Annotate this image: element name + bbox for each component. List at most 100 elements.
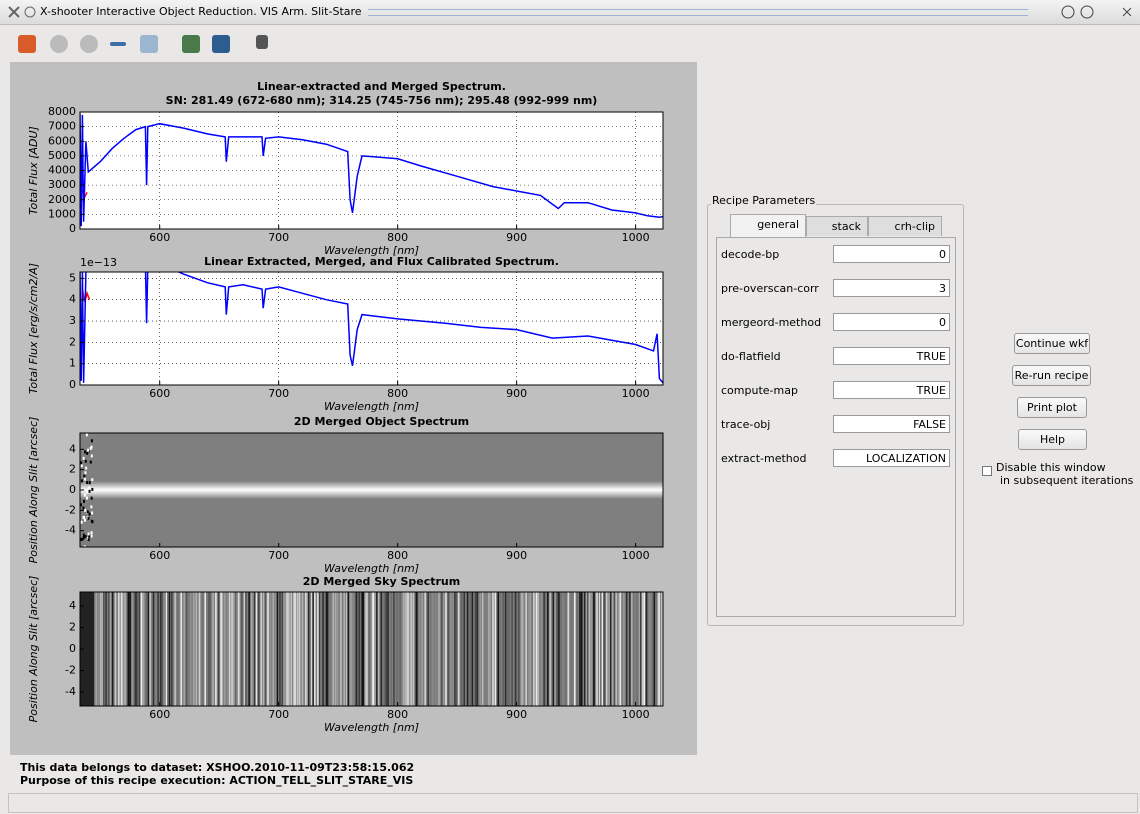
image-stripe — [141, 592, 143, 706]
image-stripe — [343, 592, 345, 706]
image-stripe — [541, 592, 543, 706]
image-stripe — [505, 592, 507, 706]
image-noise — [89, 490, 91, 493]
image-stripe — [359, 592, 361, 706]
image-stripe — [482, 592, 484, 706]
image-stripe — [560, 592, 562, 706]
y-tick-label: 4 — [69, 293, 76, 306]
x-tick-label: 700 — [268, 549, 289, 562]
param-value[interactable]: LOCALIZATION — [833, 449, 950, 467]
image-stripe — [593, 592, 595, 706]
image-noise — [83, 500, 85, 503]
image-stripe — [282, 592, 284, 706]
image-stripe — [497, 592, 499, 706]
image-noise — [84, 535, 86, 538]
image-stripe — [381, 592, 383, 706]
image-stripe — [549, 592, 551, 706]
image-stripe — [476, 592, 478, 706]
checkbox[interactable] — [982, 466, 992, 476]
param-value[interactable]: 3 — [833, 279, 950, 297]
image-stripe — [149, 592, 151, 706]
image-stripe — [312, 592, 314, 706]
image-stripe — [445, 592, 447, 706]
image-stripe — [103, 592, 105, 706]
image-stripe — [305, 592, 307, 706]
image-stripe — [233, 592, 235, 706]
image-stripe — [148, 592, 150, 706]
footer-purpose: Purpose of this recipe execution: ACTION… — [20, 774, 413, 787]
y-tick-label: 2 — [69, 335, 76, 348]
button[interactable]: Print plot — [1017, 397, 1087, 418]
tab[interactable]: stack — [806, 216, 868, 236]
image-stripe — [327, 592, 329, 706]
offset-label: 1e−13 — [80, 256, 117, 269]
button[interactable]: Continue wkf — [1014, 333, 1090, 354]
button[interactable]: Help — [1018, 429, 1087, 450]
y-tick-label: 7000 — [48, 120, 76, 133]
image-stripe — [450, 592, 452, 706]
button[interactable]: Re-run recipe — [1012, 365, 1091, 386]
image-stripe — [180, 592, 182, 706]
y-axis-label: Total Flux [ADU] — [27, 126, 40, 215]
param-value[interactable]: TRUE — [833, 347, 950, 365]
image-stripe — [273, 592, 275, 706]
param-value[interactable]: 0 — [833, 245, 950, 263]
chart-title: 2D Merged Object Spectrum — [294, 415, 469, 428]
image-stripe — [279, 592, 281, 706]
image-noise — [83, 457, 85, 460]
x-tick-label: 800 — [387, 549, 408, 562]
image-stripe — [574, 592, 576, 706]
tab[interactable]: crh-clip — [868, 216, 942, 236]
image-stripe — [448, 592, 450, 706]
param-name: decode-bp — [721, 248, 779, 261]
y-tick-label: 3 — [69, 314, 76, 327]
x-tick-label: 900 — [506, 708, 527, 721]
image-stripe — [654, 592, 656, 706]
image-stripe — [290, 592, 292, 706]
image-stripe — [100, 592, 102, 706]
image-noise — [87, 517, 89, 520]
image-stripe — [161, 592, 163, 706]
image-noise — [91, 511, 93, 514]
param-value[interactable]: 0 — [833, 313, 950, 331]
y-tick-label: 2 — [69, 463, 76, 476]
image-stripe — [302, 592, 304, 706]
y-tick-label: -4 — [65, 524, 76, 537]
image-noise — [87, 449, 89, 452]
image-stripe — [525, 592, 527, 706]
image-stripe — [642, 592, 644, 706]
param-name: compute-map — [721, 384, 798, 397]
image-stripe — [329, 592, 331, 706]
param-name: extract-method — [721, 452, 806, 465]
image-noise — [86, 433, 88, 436]
image-noise — [90, 505, 92, 508]
tab-bar: general stack crh-clip — [716, 214, 956, 238]
chart-title: Linear Extracted, Merged, and Flux Calib… — [204, 255, 559, 268]
image-stripe — [571, 592, 573, 706]
image-stripe — [579, 592, 581, 706]
image-stripe — [528, 592, 530, 706]
tab[interactable]: general — [730, 214, 806, 238]
image-noise — [91, 531, 93, 534]
image-stripe — [396, 592, 398, 706]
param-value[interactable]: FALSE — [833, 415, 950, 433]
image-stripe — [340, 592, 342, 706]
image-noise — [86, 497, 88, 500]
image-stripe — [324, 592, 326, 706]
y-tick-label: 4 — [69, 599, 76, 612]
window-controls[interactable] — [1060, 4, 1136, 20]
image-stripe — [618, 592, 620, 706]
x-tick-label: 900 — [506, 387, 527, 400]
image-stripe — [511, 592, 513, 706]
image-stripe — [412, 592, 414, 706]
param-value[interactable]: TRUE — [833, 381, 950, 399]
image-stripe — [288, 592, 290, 706]
image-stripe — [410, 592, 412, 706]
image-stripe — [188, 592, 190, 706]
image-stripe — [238, 592, 240, 706]
image-stripe — [320, 592, 322, 706]
y-tick-label: 2 — [69, 620, 76, 633]
image-stripe — [352, 592, 354, 706]
image-stripe — [458, 592, 460, 706]
image-stripe — [565, 592, 567, 706]
